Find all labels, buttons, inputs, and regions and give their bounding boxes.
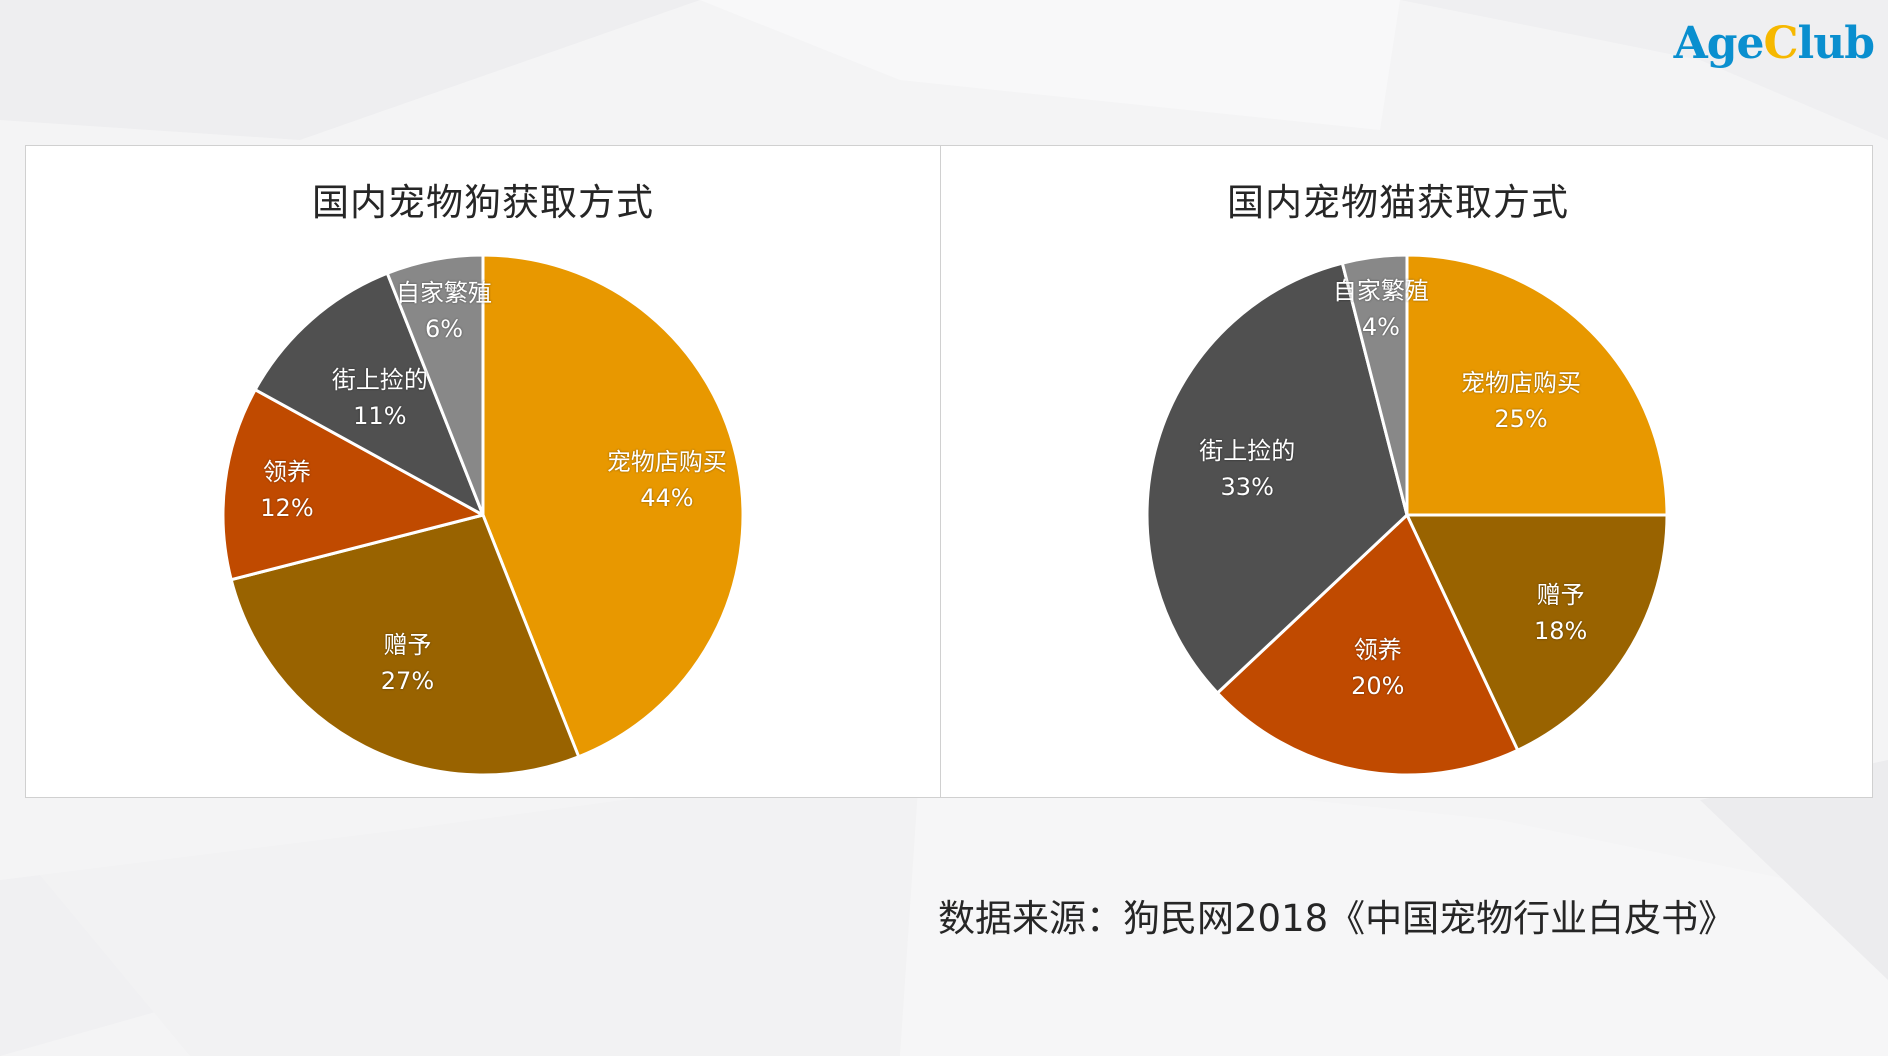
slice-percent-label: 44%	[640, 483, 694, 512]
cat-chart-title: 国内宠物猫获取方式	[1227, 181, 1569, 224]
slice-percent-label: 27%	[380, 667, 435, 696]
logo-text-c: C	[1763, 18, 1798, 69]
pie-data-label: 赠予 27%	[381, 627, 434, 699]
pie-slice	[221, 388, 485, 582]
pie-slice	[229, 513, 581, 777]
slice-percent-label: 12%	[260, 494, 314, 523]
slice-category-label: 赠予	[383, 631, 432, 660]
logo-text-lub: lub	[1797, 18, 1875, 69]
slice-category-label: 自家繁殖	[396, 278, 493, 307]
pie-data-label: 街上捡的 11%	[332, 362, 428, 434]
pie-data-label: 宠物店购买 44%	[607, 444, 727, 516]
slice-percent-label: 20%	[1351, 672, 1405, 701]
dog-pie-chart	[221, 253, 745, 777]
pie-slice	[1215, 513, 1520, 777]
pie-data-label: 领养 20%	[1351, 632, 1404, 704]
slice-percent-label: 18%	[1533, 616, 1588, 645]
cat-pie-chart	[1145, 253, 1669, 777]
slice-percent-label: 25%	[1494, 405, 1548, 433]
slice-category-label: 宠物店购买	[606, 447, 727, 476]
pie-slice	[385, 253, 485, 517]
ageclub-logo: AgeClub	[1673, 18, 1875, 69]
pie-data-label: 自家繁殖 6%	[396, 275, 492, 347]
slice-category-label: 领养	[1353, 636, 1402, 665]
panel-divider	[940, 146, 941, 797]
pie-data-label: 领养 12%	[260, 454, 313, 526]
slice-category-label: 自家繁殖	[1332, 276, 1429, 305]
pie-data-label: 赠予 18%	[1534, 577, 1587, 649]
charts-panel: 国内宠物狗获取方式 国内宠物猫获取方式 宠物店购买 44% 赠予 27% 领养 12% 街上…	[25, 145, 1873, 798]
pie-data-label: 宠物店购买 25%	[1461, 365, 1581, 437]
slice-percent-label: 6%	[424, 314, 464, 343]
slice-percent-label: 33%	[1220, 472, 1274, 501]
dog-chart-title: 国内宠物狗获取方式	[312, 181, 654, 224]
slice-category-label: 宠物店购买	[1460, 369, 1581, 397]
pie-slice	[1340, 253, 1409, 517]
slice-category-label: 街上捡的	[1199, 436, 1296, 465]
slice-percent-label: 4%	[1361, 312, 1400, 341]
slice-category-label: 街上捡的	[331, 365, 428, 394]
logo-text-age: Age	[1673, 18, 1765, 69]
pie-data-label: 街上捡的 33%	[1199, 433, 1295, 505]
slice-category-label: 领养	[262, 458, 311, 487]
slice-category-label: 赠予	[1536, 580, 1585, 609]
pie-slice	[1145, 261, 1409, 695]
data-source-note: 数据来源：狗民网2018《中国宠物行业白皮书》	[938, 897, 1736, 940]
slice-percent-label: 11%	[353, 401, 407, 430]
pie-slice	[1405, 253, 1669, 517]
pie-slice	[253, 271, 485, 517]
pie-slice	[1405, 513, 1669, 752]
pie-data-label: 自家繁殖 4%	[1333, 273, 1429, 345]
pie-slice	[481, 253, 745, 759]
